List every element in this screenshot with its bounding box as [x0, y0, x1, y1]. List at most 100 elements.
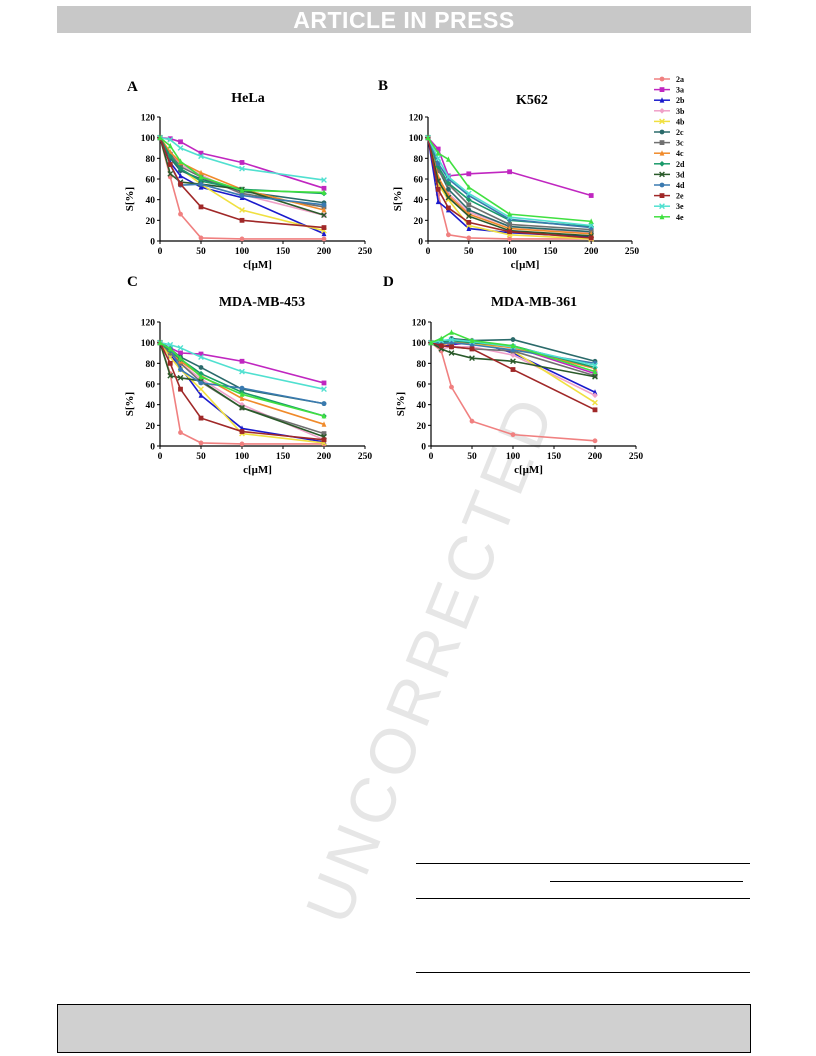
x-tick-label: 0 — [426, 247, 431, 257]
x-tick-label: 200 — [588, 452, 603, 462]
x-tick-label: 0 — [158, 452, 163, 462]
x-tick-label: 100 — [235, 452, 250, 462]
legend-marker — [659, 76, 665, 82]
legend-entry-label: 4e — [676, 213, 684, 222]
data-point — [449, 344, 454, 350]
data-point — [438, 343, 444, 349]
data-point — [466, 235, 472, 241]
series-line — [159, 137, 325, 232]
x-tick-label: 250 — [625, 247, 640, 257]
data-point — [465, 213, 472, 220]
data-point — [588, 193, 594, 198]
y-tick-label: 40 — [146, 196, 156, 206]
x-tick-label: 250 — [358, 452, 373, 462]
legend-marker — [659, 203, 665, 210]
legend-entry-label: 3b — [676, 107, 685, 116]
data-point — [178, 386, 183, 392]
data-point — [592, 389, 598, 395]
series-4e — [157, 339, 327, 419]
data-point — [167, 153, 174, 160]
data-point — [239, 358, 245, 364]
footer-citation-box — [57, 1004, 751, 1053]
data-point — [466, 196, 472, 203]
data-point — [510, 358, 516, 365]
table-rule-top — [416, 863, 750, 864]
data-point — [321, 225, 327, 230]
chart-title: HeLa — [231, 91, 264, 106]
data-point — [167, 142, 173, 149]
series-line — [427, 137, 592, 231]
data-point — [507, 236, 512, 242]
data-point — [435, 198, 441, 205]
y-tick-label: 80 — [146, 155, 156, 165]
data-point — [507, 222, 512, 227]
y-tick-label: 100 — [412, 339, 427, 349]
data-point — [435, 146, 441, 152]
data-point — [507, 229, 512, 235]
series-4e — [428, 329, 598, 374]
legend-marker — [659, 108, 665, 114]
y-axis-label: S[%] — [392, 187, 404, 211]
data-point — [469, 346, 475, 352]
data-point — [177, 344, 184, 351]
x-tick-label: 250 — [629, 452, 644, 462]
data-point — [445, 180, 452, 186]
data-point — [425, 134, 431, 141]
data-point — [592, 373, 598, 380]
data-point — [445, 194, 452, 201]
data-point — [446, 232, 451, 238]
series-line — [159, 137, 325, 216]
data-point — [178, 172, 183, 179]
data-point — [178, 350, 183, 356]
data-point — [321, 401, 327, 407]
x-tick-label: 200 — [317, 247, 332, 257]
data-point — [469, 337, 475, 343]
table-rule-mid — [416, 898, 750, 899]
data-point — [466, 202, 472, 208]
data-point — [466, 225, 472, 231]
data-point — [507, 169, 512, 175]
legend-marker — [659, 171, 665, 178]
x-axis-label: c[μM] — [514, 464, 543, 476]
data-point — [469, 418, 475, 424]
legend-marker — [659, 182, 665, 188]
data-point — [510, 342, 516, 349]
data-point — [321, 185, 327, 191]
legend-entry-label: 3d — [676, 170, 685, 179]
y-tick-label: 40 — [417, 401, 427, 411]
legend-entry-label: 4c — [676, 149, 684, 158]
series-line — [159, 342, 325, 438]
data-point — [239, 368, 245, 375]
y-axis-label: S[%] — [395, 392, 407, 416]
data-point — [448, 350, 455, 356]
data-point — [198, 365, 204, 370]
data-point — [510, 337, 516, 342]
legend-entry-label: 3e — [676, 202, 684, 211]
data-point — [239, 193, 245, 198]
data-point — [178, 181, 183, 187]
y-tick-label: 80 — [414, 155, 424, 165]
data-point — [177, 145, 184, 151]
y-tick-label: 60 — [414, 176, 424, 186]
chart-panel-d: D MDA-MB-361 0 50 100 150 200 250 0 20 40 60 80 100 12… — [383, 274, 643, 476]
data-point — [435, 161, 441, 166]
legend-marker — [659, 150, 665, 156]
data-point — [167, 360, 173, 366]
data-point — [510, 432, 516, 438]
data-point — [239, 404, 245, 411]
y-tick-label: 20 — [146, 217, 156, 227]
data-point — [469, 355, 475, 362]
data-point — [435, 163, 441, 170]
y-tick-label: 60 — [146, 176, 156, 186]
data-point — [466, 171, 472, 177]
data-point — [167, 345, 173, 352]
series-line — [159, 137, 325, 194]
data-point — [592, 392, 598, 399]
data-point — [592, 399, 598, 406]
x-tick-label: 0 — [158, 247, 163, 257]
data-point — [592, 364, 598, 371]
data-point — [588, 235, 594, 241]
data-point — [592, 438, 598, 444]
